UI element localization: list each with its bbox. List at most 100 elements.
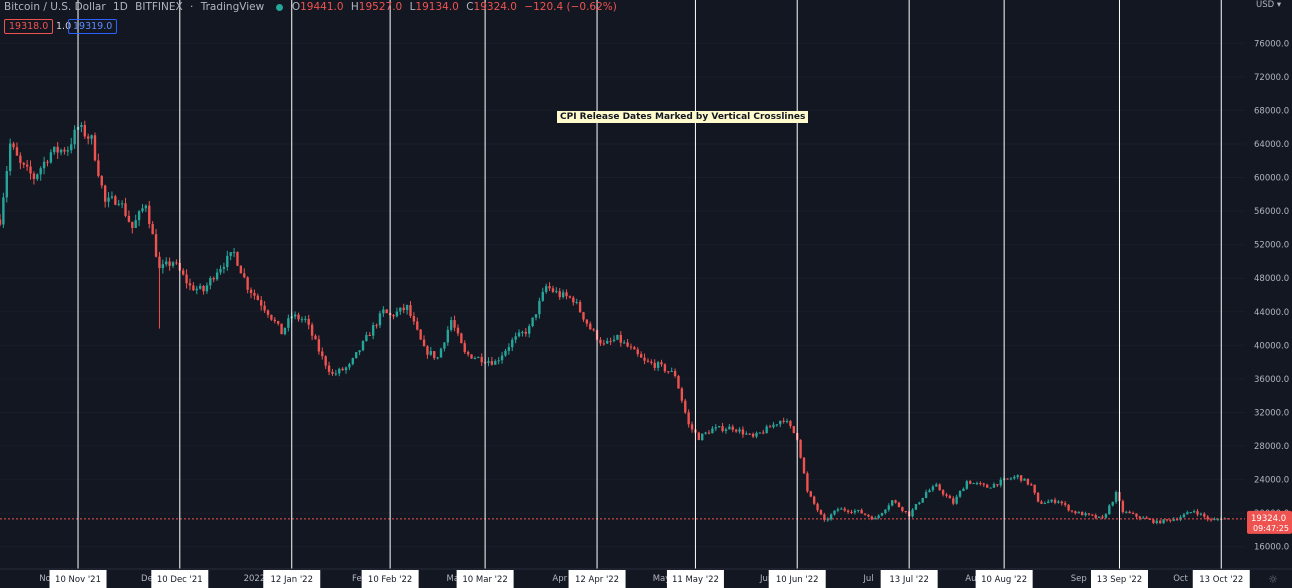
candle-body (490, 361, 494, 365)
candle-body (260, 300, 263, 306)
candle-body (477, 356, 480, 358)
candle-body (548, 286, 551, 289)
candle-body (87, 136, 90, 139)
symbol-name[interactable]: Bitcoin / U.S. Dollar (4, 1, 106, 13)
candle-body (836, 509, 840, 511)
price-tick-label: 76000.0 (1254, 39, 1289, 49)
candle-body (687, 412, 690, 425)
candle-body (931, 486, 935, 491)
candle-body (243, 273, 246, 278)
candle-body (1206, 516, 1209, 520)
candle-body (497, 360, 500, 362)
cpi-annotation-note[interactable]: CPI Release Dates Marked by Vertical Cro… (557, 111, 809, 123)
candle-body (371, 325, 375, 336)
time-tick-label: Dec (141, 574, 158, 584)
candle-body (293, 314, 297, 317)
candle-body (521, 331, 524, 333)
candle-body (188, 283, 192, 286)
source-label: TradingView (200, 1, 265, 13)
candle-body (887, 505, 890, 510)
candle-body (175, 262, 178, 264)
candle-body (141, 208, 144, 212)
candle-body (433, 351, 436, 358)
candle-body (473, 357, 477, 359)
candle-body (83, 125, 86, 137)
sell-price-button[interactable]: 19318.0 (4, 19, 54, 34)
candle-body (198, 285, 202, 289)
candle-body (1169, 519, 1172, 521)
candle-body (32, 173, 36, 179)
candle-body (701, 433, 704, 441)
crossline-date-tag (1090, 570, 1148, 588)
candle-body (941, 490, 945, 495)
time-tick-label: Oct (1173, 574, 1188, 584)
currency-selector[interactable]: USD ▾ (1256, 0, 1282, 10)
candle-body (19, 155, 22, 163)
candle-body (948, 495, 952, 499)
candle-body (1138, 516, 1142, 519)
close-label: C (466, 1, 474, 13)
candle-body (894, 500, 897, 503)
symbol-header: Bitcoin / U.S. Dollar 1D BITFINEX · Trad… (4, 1, 621, 15)
time-tick-label: Aug (965, 574, 982, 584)
candle-body (717, 426, 721, 428)
candle-body (148, 205, 151, 225)
candle-body (955, 496, 958, 504)
candle-body (222, 267, 226, 269)
candle-body (555, 291, 558, 293)
crossline-date-label: 12 Jan '22 (271, 575, 313, 585)
candle-body (453, 320, 456, 328)
candle-body (514, 336, 517, 340)
price-tick-label: 44000.0 (1254, 308, 1289, 318)
candle-body (1203, 513, 1206, 517)
candle-body (755, 432, 758, 437)
crossline-date-label: 13 Sep '22 (1097, 575, 1142, 585)
buy-price-button[interactable]: 19319.0 (68, 19, 118, 34)
candle-body (0, 219, 2, 225)
crossline-date-label: 13 Oct '22 (1199, 575, 1243, 585)
high-value: 19527.0 (358, 1, 403, 13)
separator-dot: · (190, 1, 194, 13)
candle-body (392, 315, 395, 317)
candle-body (348, 364, 351, 368)
candle-body (1040, 501, 1043, 504)
price-tick-label: 32000.0 (1254, 408, 1289, 418)
candle-body (1121, 501, 1125, 513)
candle-body (870, 516, 874, 520)
price-tick-label: 64000.0 (1254, 140, 1289, 150)
crossline-date-label: 10 Mar '22 (462, 575, 507, 585)
candle-body (321, 351, 324, 357)
price-axis-bg (1245, 0, 1292, 588)
candle-body (853, 510, 857, 513)
candle-body (982, 483, 985, 485)
candle-body (385, 309, 388, 314)
candle-body (1189, 512, 1192, 514)
candle-body (609, 340, 612, 342)
candle-body (629, 346, 633, 348)
candle-body (606, 340, 609, 344)
candle-body (1199, 513, 1203, 515)
candle-body (884, 509, 887, 514)
candle-body (212, 278, 215, 280)
candle-body (304, 318, 307, 320)
candle-body (56, 146, 59, 153)
candle-body (124, 203, 127, 216)
candle-body (833, 510, 836, 515)
crossline-date-label: 10 Aug '22 (981, 575, 1027, 585)
candle-body (823, 514, 826, 520)
candle-body (134, 220, 137, 228)
candle-body (300, 319, 304, 321)
candle-body (1165, 519, 1169, 521)
candle-body (1114, 492, 1118, 502)
candle-body (1142, 517, 1145, 519)
candle-body (185, 274, 188, 284)
crossline-date-label: 10 Dec '21 (157, 575, 203, 585)
low-value: 19134.0 (415, 1, 459, 13)
interval-label[interactable]: 1D (113, 1, 128, 13)
settings-icon[interactable]: ☼ (1268, 573, 1278, 586)
crossline-date-tag (568, 570, 626, 588)
candle-body (15, 147, 19, 156)
candle-body (673, 370, 677, 377)
crossline-date-label: 10 Jun '22 (776, 575, 819, 585)
